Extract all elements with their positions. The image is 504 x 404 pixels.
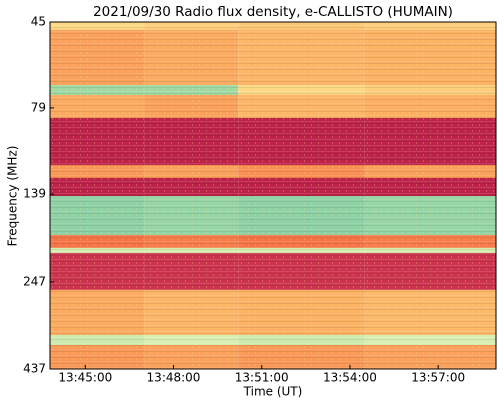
- y-tick-label: 247: [23, 274, 46, 288]
- y-tick-label: 45: [31, 15, 46, 29]
- x-tick-label: 13:45:00: [58, 371, 112, 385]
- x-tick-label: 13:51:00: [235, 371, 289, 385]
- x-axis-label: Time (UT): [243, 385, 303, 399]
- y-tick-label: 79: [31, 100, 46, 114]
- y-tick-label: 437: [23, 362, 46, 376]
- y-tick-label: 139: [23, 187, 46, 201]
- x-tick-label: 13:48:00: [147, 371, 201, 385]
- plot-frame: [49, 21, 497, 370]
- x-tick-label: 13:54:00: [323, 371, 377, 385]
- chart-title: 2021/09/30 Radio flux density, e-CALLIST…: [93, 4, 453, 20]
- texture: [50, 22, 496, 369]
- x-tick-label: 13:57:00: [411, 371, 465, 385]
- y-axis-label: Frequency (MHz): [6, 146, 20, 247]
